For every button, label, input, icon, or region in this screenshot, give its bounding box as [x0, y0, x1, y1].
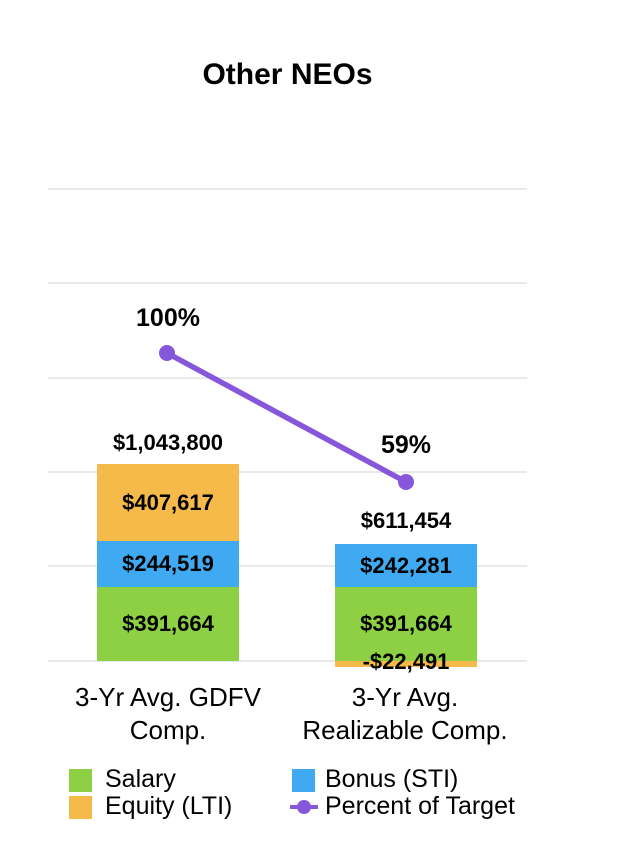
percent-label-2: 59% — [380, 431, 432, 459]
x-axis-label-2-line1: 3-Yr Avg. — [351, 682, 459, 712]
x-axis-label-1: 3-Yr Avg. GDFV Comp. — [38, 681, 298, 747]
chart-title: Other NEOs — [202, 58, 373, 91]
salary-swatch-icon — [69, 769, 92, 792]
x-axis-label-1-line2: Comp. — [129, 715, 207, 745]
gridline — [48, 377, 527, 379]
bar2-salary-value: $391,664 — [360, 611, 452, 636]
bar1-bonus-value: $244,519 — [122, 551, 214, 576]
bar1-bonus-segment: $244,519 — [97, 541, 239, 587]
bar1-salary-segment: $391,664 — [97, 587, 239, 661]
line-segment — [164, 350, 409, 485]
bonus-swatch-icon — [292, 769, 315, 792]
bar2-negative-equity-segment — [335, 661, 477, 667]
legend-bonus: Bonus (STI) — [325, 765, 459, 793]
gridline — [48, 282, 527, 284]
bar1-salary-value: $391,664 — [122, 611, 214, 636]
bar2-negative-equity-label: -$22,491 — [362, 649, 450, 674]
bar2-bonus-segment: $242,281 — [335, 544, 477, 587]
bar1-equity-segment: $407,617 — [97, 464, 239, 541]
line-point-2 — [398, 474, 414, 490]
line-point-1 — [159, 345, 175, 361]
legend-salary: Salary — [105, 765, 176, 793]
legend-percent-of-target: Percent of Target — [325, 792, 515, 820]
percent-label-1: 100% — [136, 304, 200, 332]
x-axis-label-2-line2: Realizable Comp. — [302, 715, 508, 745]
legend-equity: Equity (LTI) — [105, 792, 233, 820]
baseline-gridline — [48, 660, 527, 662]
bar2-total-label: $611,454 — [360, 508, 452, 533]
x-axis-label-2: 3-Yr Avg. Realizable Comp. — [275, 681, 535, 747]
bar1-total-label: $1,043,800 — [112, 430, 224, 455]
x-axis-label-1-line1: 3-Yr Avg. GDFV — [75, 682, 261, 712]
gridline — [48, 188, 527, 190]
percent-of-target-marker-icon — [290, 800, 318, 814]
bar2-salary-segment: $391,664 — [335, 587, 477, 661]
bar1-equity-value: $407,617 — [122, 489, 214, 515]
bar2-bonus-value: $242,281 — [360, 552, 452, 578]
gridline — [48, 565, 527, 567]
equity-swatch-icon — [69, 796, 92, 819]
